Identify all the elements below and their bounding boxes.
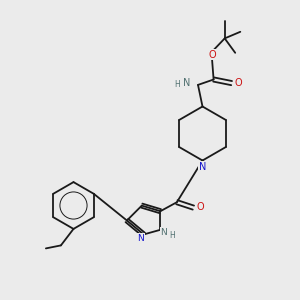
Text: H: H bbox=[169, 231, 175, 240]
Text: H: H bbox=[175, 80, 181, 89]
Text: O: O bbox=[234, 78, 242, 88]
Text: N: N bbox=[199, 162, 206, 172]
Text: O: O bbox=[196, 202, 204, 212]
Text: O: O bbox=[208, 50, 216, 60]
Text: N: N bbox=[160, 228, 167, 237]
Text: N: N bbox=[183, 77, 190, 88]
Text: N: N bbox=[137, 233, 144, 242]
